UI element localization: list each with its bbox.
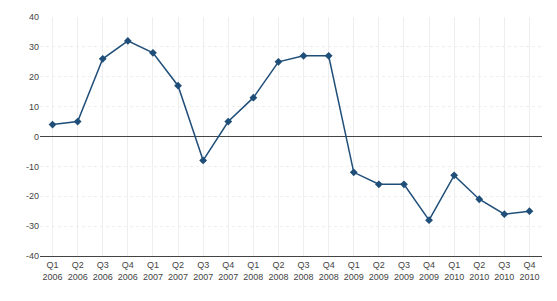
svg-text:Q22008: Q22008 bbox=[268, 260, 288, 282]
svg-text:Q12008: Q12008 bbox=[243, 260, 263, 282]
svg-text:Q22010: Q22010 bbox=[469, 260, 489, 282]
svg-text:0: 0 bbox=[34, 132, 39, 142]
svg-text:-20: -20 bbox=[26, 191, 39, 201]
svg-text:Q22009: Q22009 bbox=[369, 260, 389, 282]
svg-text:Q32009: Q32009 bbox=[394, 260, 414, 282]
svg-text:Q12009: Q12009 bbox=[344, 260, 364, 282]
svg-text:40: 40 bbox=[29, 12, 39, 22]
svg-text:-30: -30 bbox=[26, 221, 39, 231]
svg-text:Q42007: Q42007 bbox=[218, 260, 238, 282]
svg-text:20: 20 bbox=[29, 72, 39, 82]
svg-text:Q42010: Q42010 bbox=[519, 260, 539, 282]
svg-text:Q22006: Q22006 bbox=[68, 260, 88, 282]
svg-text:Q12010: Q12010 bbox=[444, 260, 464, 282]
svg-text:10: 10 bbox=[29, 102, 39, 112]
svg-text:Q32008: Q32008 bbox=[294, 260, 314, 282]
svg-text:Q32010: Q32010 bbox=[494, 260, 514, 282]
svg-text:Q12006: Q12006 bbox=[43, 260, 63, 282]
svg-text:30: 30 bbox=[29, 42, 39, 52]
svg-text:-40: -40 bbox=[26, 251, 39, 261]
svg-text:Q42006: Q42006 bbox=[118, 260, 138, 282]
svg-text:Q32006: Q32006 bbox=[93, 260, 113, 282]
svg-text:-10: -10 bbox=[26, 162, 39, 172]
svg-text:Q42009: Q42009 bbox=[419, 260, 439, 282]
svg-text:Q12007: Q12007 bbox=[143, 260, 163, 282]
svg-text:Q32007: Q32007 bbox=[193, 260, 213, 282]
svg-text:Q42008: Q42008 bbox=[319, 260, 339, 282]
svg-text:Q22007: Q22007 bbox=[168, 260, 188, 282]
